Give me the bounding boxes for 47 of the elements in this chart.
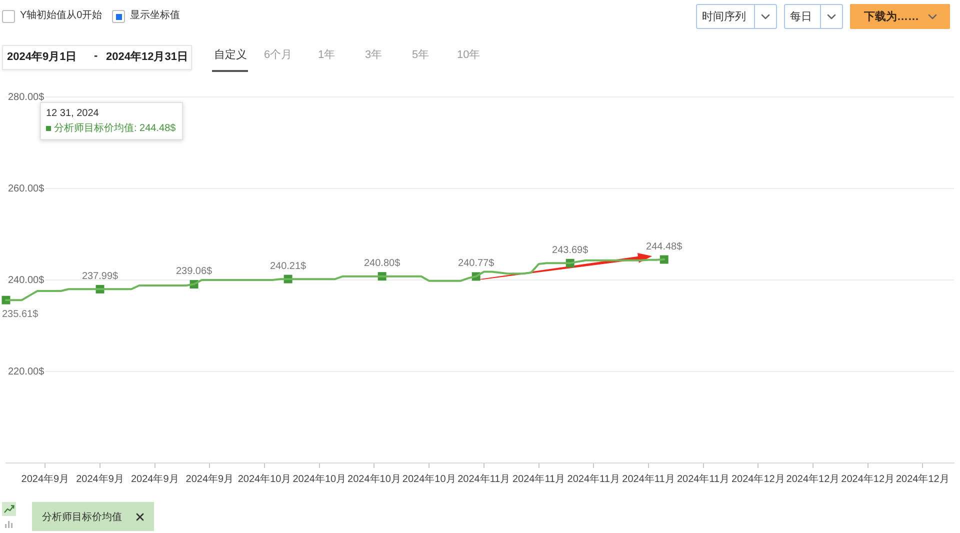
- y-tick-label: 220.00$: [8, 366, 45, 378]
- text: 时间序列: [702, 10, 746, 24]
- x-tick-label: 2024年12月: [731, 472, 785, 485]
- x-tick-label: 2024年9月: [21, 472, 70, 485]
- x-tick-label: 2024年10月: [348, 472, 401, 485]
- x-tick-label: 2024年10月: [292, 472, 346, 485]
- data-label: 235.61$: [2, 308, 39, 320]
- x-tick-label: 2024年10月: [238, 472, 292, 485]
- x-tick-label: 2024年12月: [786, 472, 840, 485]
- text: -: [94, 49, 98, 63]
- text: 10年: [457, 48, 480, 62]
- text: 自定义: [214, 48, 247, 62]
- x-tick-label: 2024年12月: [896, 472, 950, 485]
- x-tick-label: 2024年11月: [622, 472, 675, 485]
- text: 6个月: [264, 48, 292, 62]
- data-label: 240.80$: [364, 258, 401, 270]
- data-label: 240.21$: [270, 260, 307, 272]
- text: 显示坐标值: [130, 9, 180, 23]
- y-tick-label: 260.00$: [8, 183, 45, 194]
- text: 1年: [318, 48, 336, 62]
- text: 3年: [365, 48, 382, 62]
- y-tick-label: 280.00$: [8, 92, 45, 103]
- x-tick-label: 2024年11月: [567, 472, 620, 485]
- y-tick-label: 240.00$: [8, 274, 45, 286]
- annotation: 分析师目标价均值: 244.48$: [54, 123, 176, 134]
- tooltip: 12 31, 2024 分析师目标价均值: 244.48$: [40, 102, 183, 140]
- text: 下载为……: [864, 10, 919, 24]
- x-tick-label: 2024年11月: [676, 472, 730, 485]
- x-tick-label: 2024年9月: [130, 472, 179, 485]
- chip: 分析师目标价均值: [32, 502, 154, 531]
- data-label: 240.77$: [458, 258, 495, 270]
- annotation: 12 31, 2024: [46, 107, 100, 120]
- data-label: 239.06$: [176, 266, 213, 278]
- data-label: 244.48$: [646, 241, 683, 252]
- x-tick-label: 2024年11月: [458, 472, 510, 485]
- data-label: 237.99$: [82, 270, 119, 282]
- x-tick-label: 2024年9月: [186, 472, 234, 485]
- text: 5年: [412, 48, 430, 62]
- x-tick-label: 2024年12月: [841, 472, 895, 485]
- data-label: 243.69$: [552, 244, 589, 256]
- x-tick-label: 2024年11月: [512, 472, 566, 485]
- text: Y轴初始值从0开始: [20, 9, 102, 23]
- x-tick-label: 2024年10月: [402, 472, 456, 485]
- x-tick-label: 2024年9月: [76, 472, 124, 485]
- text: 2024年9月1日: [7, 50, 77, 64]
- text: 每日: [790, 10, 812, 24]
- text: 2024年12月31日: [106, 50, 188, 64]
